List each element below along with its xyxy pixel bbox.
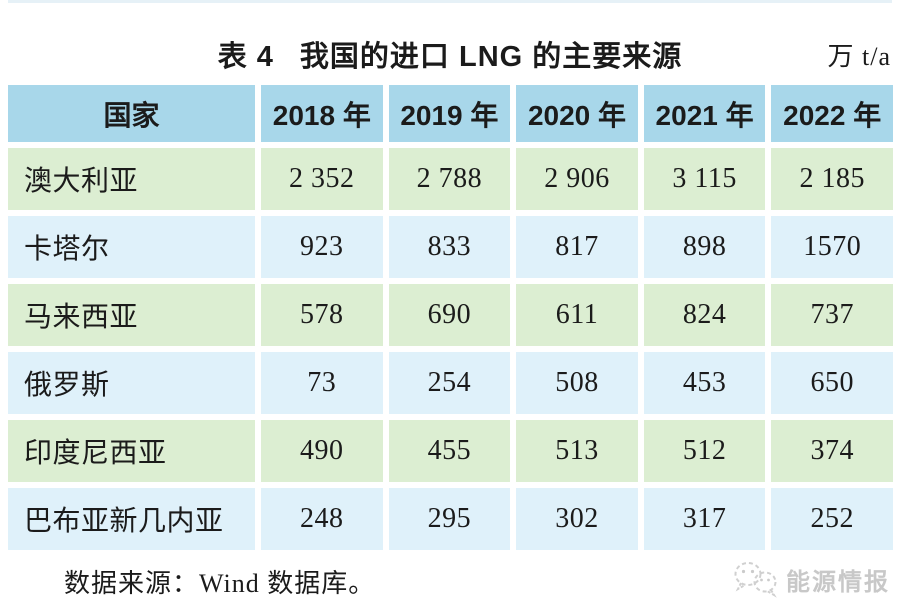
value-cell: 833 xyxy=(388,216,511,278)
value-cell: 2 788 xyxy=(388,148,511,210)
row-qatar-label: 卡塔尔 xyxy=(8,216,255,278)
value-cell: 374 xyxy=(771,420,893,482)
value-cell: 2 352 xyxy=(261,148,383,210)
table-footer: 数据来源：Wind 数据库。 能源情报 xyxy=(0,550,900,612)
value-cell: 690 xyxy=(388,284,511,346)
table-number-label: 表 4 xyxy=(217,41,274,73)
row-papua-new-guinea-label: 巴布亚新几内亚 xyxy=(8,488,255,550)
table-caption-row: 表 4 我国的进口 LNG 的主要来源 万 t/a xyxy=(0,0,900,85)
column-header-2022: 2022 年 xyxy=(771,85,893,142)
value-cell: 73 xyxy=(261,352,383,414)
value-cell: 923 xyxy=(261,216,383,278)
value-cell: 650 xyxy=(771,352,893,414)
wechat-logo-icon xyxy=(733,560,779,598)
value-cell: 898 xyxy=(643,216,766,278)
value-cell: 512 xyxy=(643,420,766,482)
value-cell: 1570 xyxy=(771,216,893,278)
top-divider xyxy=(8,0,892,3)
row-malaysia-label: 马来西亚 xyxy=(8,284,255,346)
value-cell: 737 xyxy=(771,284,893,346)
row-indonesia-label: 印度尼西亚 xyxy=(8,420,255,482)
value-cell: 2 906 xyxy=(516,148,638,210)
value-cell: 317 xyxy=(643,488,766,550)
value-cell: 455 xyxy=(388,420,511,482)
value-cell: 508 xyxy=(516,352,638,414)
column-header-2019: 2019 年 xyxy=(388,85,511,142)
unit-label: 万 t/a xyxy=(827,42,891,71)
value-cell: 817 xyxy=(516,216,638,278)
column-header-2020: 2020 年 xyxy=(516,85,638,142)
value-cell: 824 xyxy=(643,284,766,346)
value-cell: 490 xyxy=(261,420,383,482)
value-cell: 252 xyxy=(771,488,893,550)
value-cell: 248 xyxy=(261,488,383,550)
watermark-text: 能源情报 xyxy=(786,568,890,596)
value-cell: 2 185 xyxy=(771,148,893,210)
table-caption: 表 4 我国的进口 LNG 的主要来源 xyxy=(218,41,683,73)
row-russia-label: 俄罗斯 xyxy=(8,352,255,414)
value-cell: 295 xyxy=(388,488,511,550)
value-cell: 578 xyxy=(261,284,383,346)
data-source-note: 数据来源：Wind 数据库。 xyxy=(64,569,376,598)
column-header-2021: 2021 年 xyxy=(643,85,766,142)
table-title-text: 我国的进口 LNG 的主要来源 xyxy=(299,41,683,73)
column-header-2018: 2018 年 xyxy=(261,85,383,142)
value-cell: 3 115 xyxy=(643,148,766,210)
value-cell: 453 xyxy=(643,352,766,414)
column-header-country: 国家 xyxy=(8,85,255,142)
value-cell: 513 xyxy=(516,420,638,482)
lng-import-table: 国家 2018 年 2019 年 2020 年 2021 年 2022 年 澳大… xyxy=(8,85,893,550)
row-australia-label: 澳大利亚 xyxy=(8,148,255,210)
value-cell: 611 xyxy=(516,284,638,346)
publisher-watermark: 能源情报 xyxy=(733,560,890,598)
value-cell: 254 xyxy=(388,352,511,414)
value-cell: 302 xyxy=(516,488,638,550)
